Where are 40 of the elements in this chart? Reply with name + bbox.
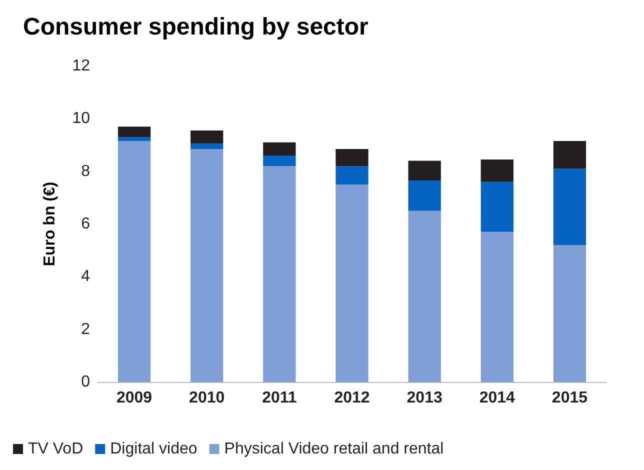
y-tick-label: 6 (81, 216, 90, 232)
y-tick-label: 2 (81, 320, 90, 338)
chart-title: Consumer spending by sector (23, 14, 368, 40)
bar (263, 156, 296, 166)
bar (263, 142, 296, 156)
legend-label: Digital video (110, 440, 198, 458)
bar (480, 159, 514, 182)
bar (190, 130, 224, 144)
bar (553, 245, 586, 382)
bar (118, 141, 151, 382)
x-tick-label: 2009 (116, 390, 152, 406)
y-tick-label: 4 (81, 268, 90, 286)
x-tick-label: 2014 (479, 390, 516, 406)
legend-label: Physical Video retail and rental (224, 440, 444, 458)
legend-label: TV VoD (28, 440, 84, 458)
bar (480, 232, 514, 382)
y-tick-label: 10 (72, 110, 90, 128)
bar (480, 182, 514, 232)
bar (553, 168, 586, 246)
bar (336, 166, 368, 184)
x-tick-label: 2010 (189, 390, 225, 406)
y-tick-label: 12 (72, 58, 90, 74)
y-axis-title: Euro bn (€) (42, 182, 58, 266)
bar (408, 180, 441, 211)
y-tick-label: 8 (81, 162, 90, 180)
bar (263, 166, 296, 382)
bar (190, 148, 224, 382)
bar (408, 160, 441, 181)
x-tick-label: 2011 (262, 390, 297, 406)
y-tick-label: 0 (81, 374, 90, 390)
bar (336, 148, 368, 166)
bar (190, 144, 224, 149)
bar (118, 126, 151, 138)
bar (408, 210, 441, 382)
x-tick-label: 2012 (334, 390, 370, 406)
x-tick-label: 2015 (552, 390, 588, 406)
bar (336, 184, 368, 382)
bar (553, 141, 586, 169)
bar (118, 137, 151, 142)
x-tick-label: 2013 (406, 390, 442, 406)
